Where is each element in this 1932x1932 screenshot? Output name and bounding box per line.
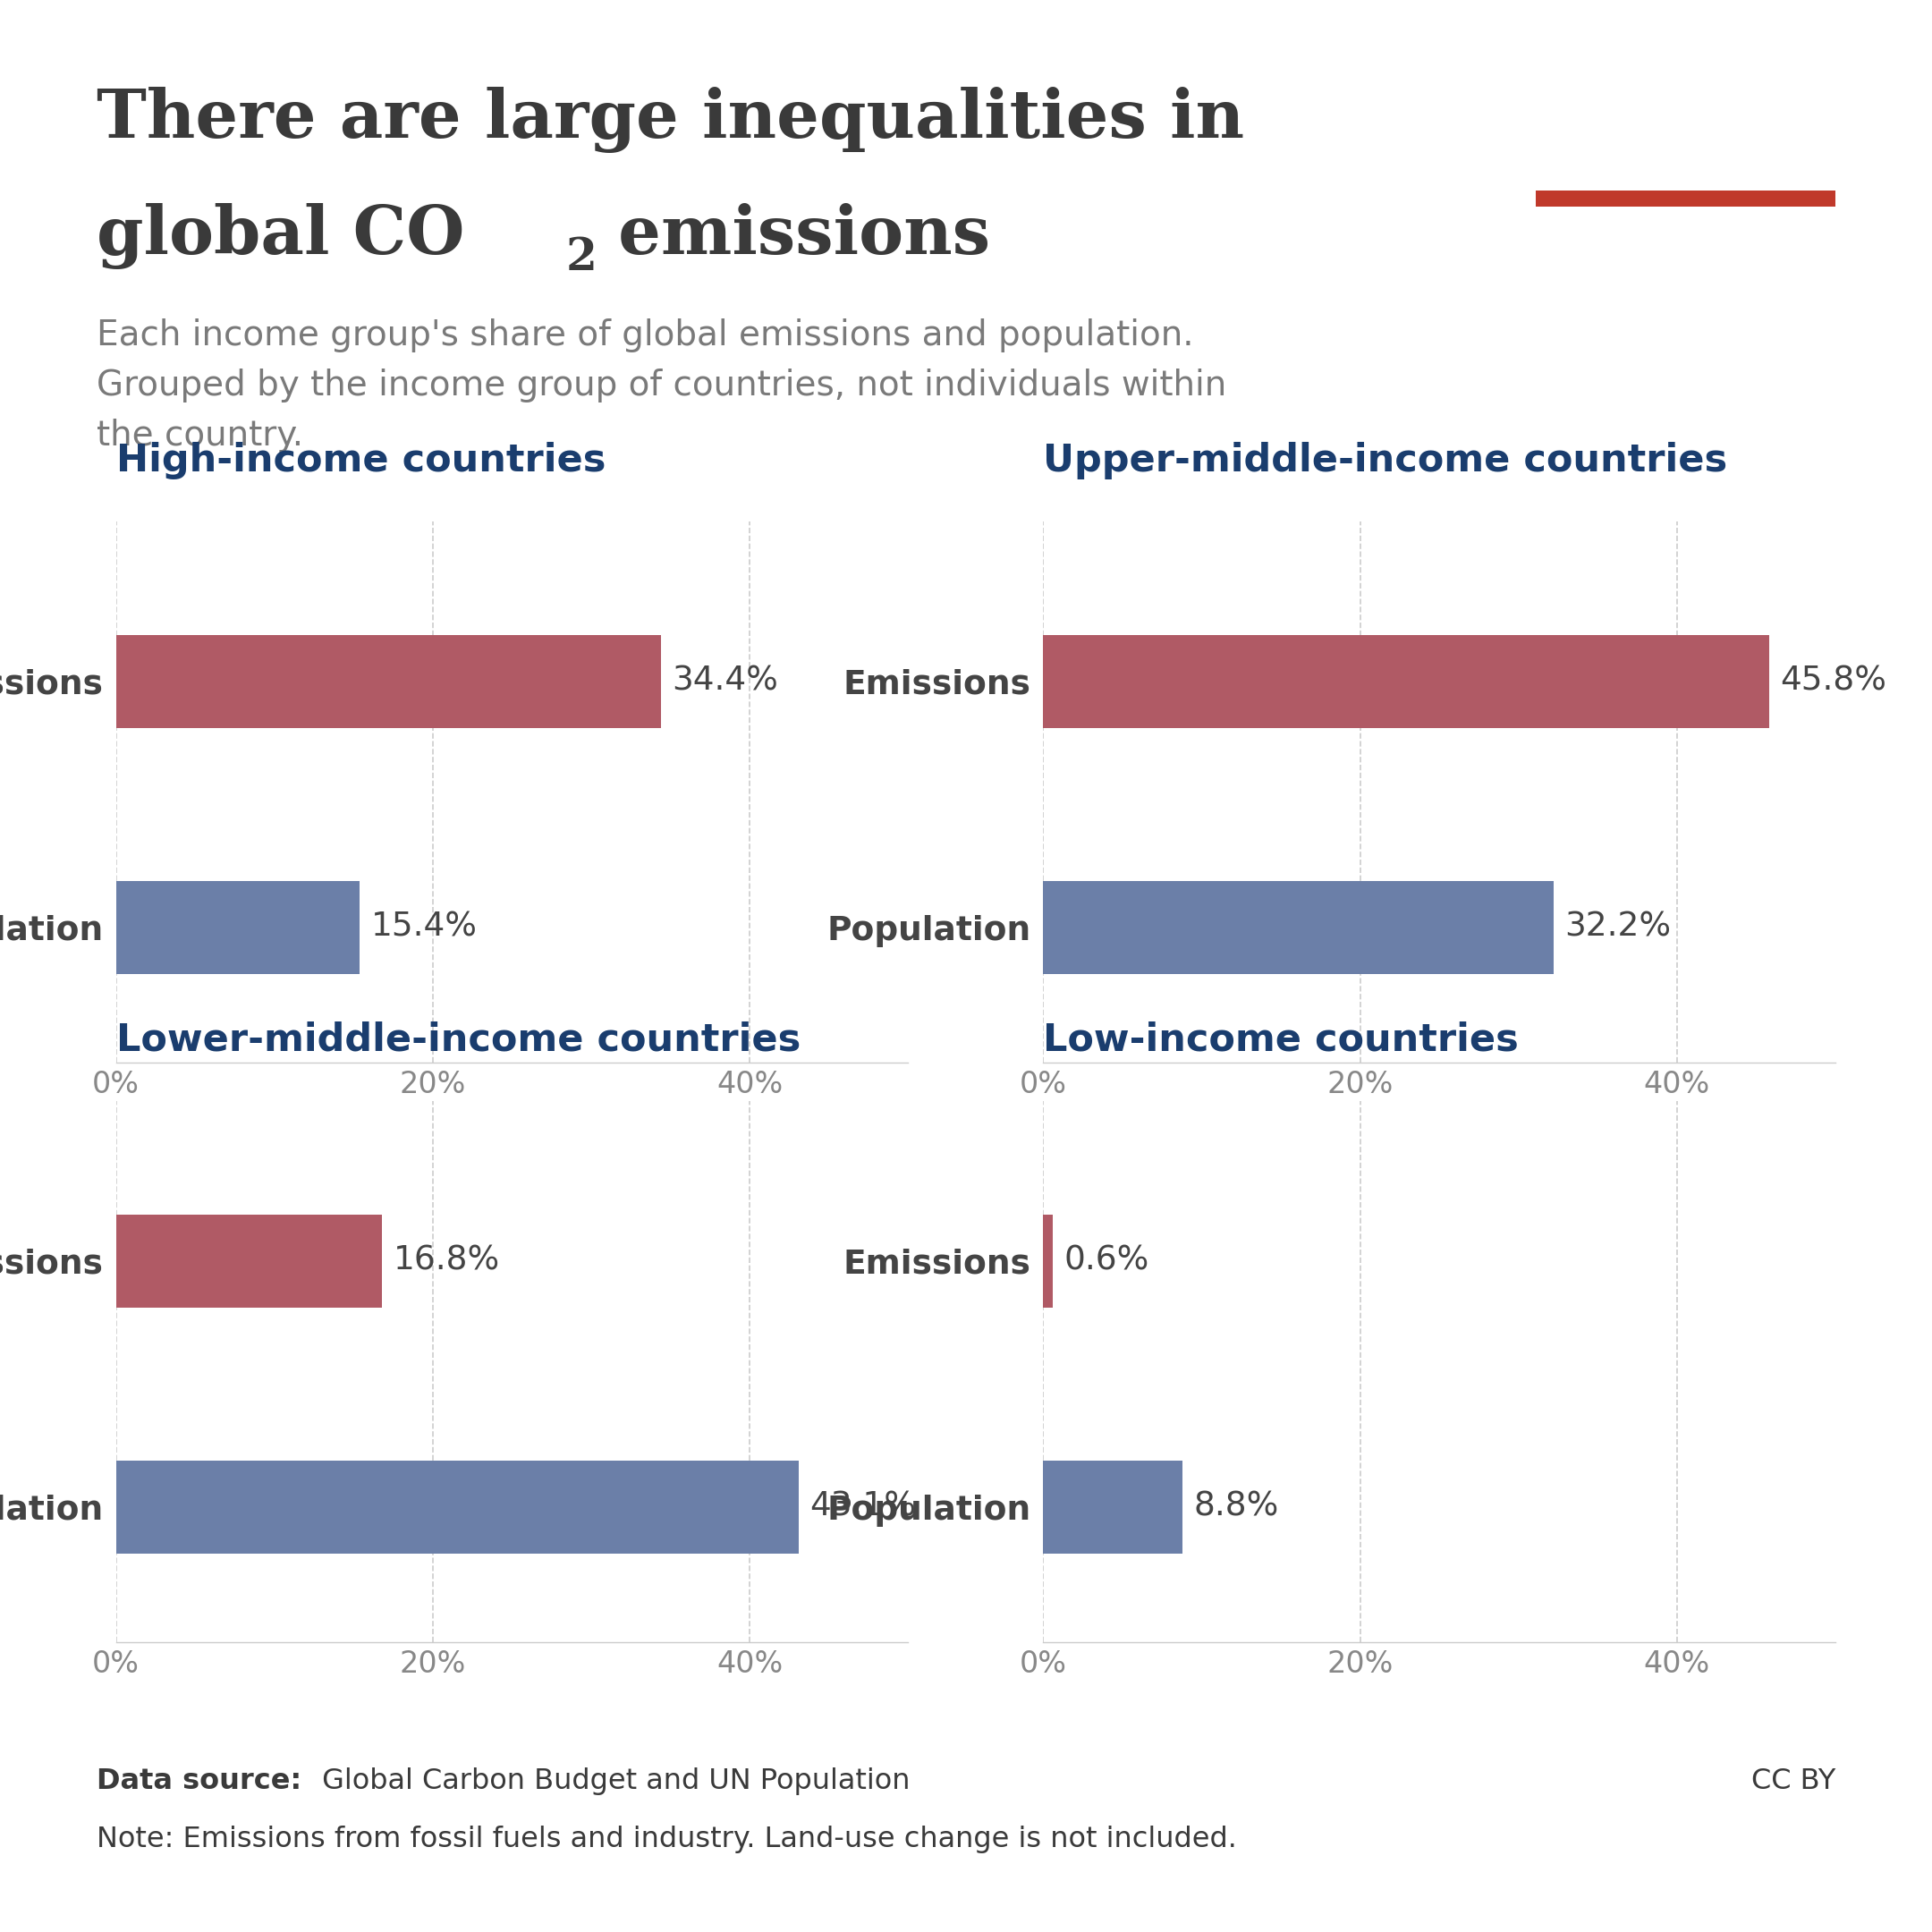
Text: Note: Emissions from fossil fuels and industry. Land-use change is not included.: Note: Emissions from fossil fuels and in… [97, 1826, 1236, 1853]
Text: There are large inequalities in: There are large inequalities in [97, 87, 1244, 153]
Text: Each income group's share of global emissions and population.
Grouped by the inc: Each income group's share of global emis… [97, 319, 1227, 452]
Bar [1536, 189, 1835, 207]
Text: 32.2%: 32.2% [1565, 912, 1671, 943]
Text: Global Carbon Budget and UN Population: Global Carbon Budget and UN Population [313, 1768, 910, 1795]
Text: Low-income countries: Low-income countries [1043, 1022, 1519, 1059]
Bar [116, 636, 661, 728]
Text: Upper-middle-income countries: Upper-middle-income countries [1043, 442, 1727, 479]
Text: global CO: global CO [97, 203, 466, 269]
Text: 15.4%: 15.4% [371, 912, 477, 943]
Bar [1043, 1215, 1053, 1308]
Text: in Data: in Data [1633, 139, 1739, 164]
Bar [116, 1461, 798, 1553]
Bar [1043, 636, 1770, 728]
Text: Lower-middle-income countries: Lower-middle-income countries [116, 1022, 800, 1059]
Bar [116, 1215, 383, 1308]
Text: emissions: emissions [595, 203, 991, 269]
Bar [1043, 881, 1553, 974]
Text: 34.4%: 34.4% [672, 665, 779, 697]
Text: 45.8%: 45.8% [1779, 665, 1886, 697]
Text: 0.6%: 0.6% [1065, 1244, 1150, 1277]
Bar [116, 881, 359, 974]
Text: Our World: Our World [1611, 87, 1760, 112]
Bar [1043, 1461, 1182, 1553]
Text: 16.8%: 16.8% [394, 1244, 500, 1277]
Text: CC BY: CC BY [1750, 1768, 1835, 1795]
Text: 2: 2 [566, 236, 597, 280]
Text: High-income countries: High-income countries [116, 442, 605, 479]
Text: 8.8%: 8.8% [1194, 1492, 1279, 1522]
Text: 43.1%: 43.1% [810, 1492, 916, 1522]
Text: Data source:: Data source: [97, 1768, 301, 1795]
